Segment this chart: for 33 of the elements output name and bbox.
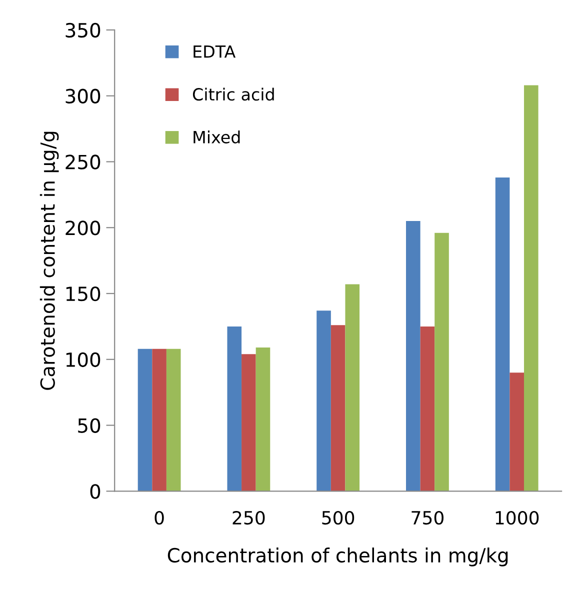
bar: [316, 310, 331, 492]
bar: [406, 221, 420, 492]
bar: [242, 354, 256, 492]
x-tick-label: 750: [412, 510, 444, 525]
y-tick-label: 200: [66, 220, 100, 236]
bar: [524, 85, 538, 492]
y-tick-label: 0: [90, 484, 100, 499]
x-tick-label: 1000: [496, 510, 539, 525]
y-tick-label: 300: [66, 88, 100, 104]
y-tick-label: 250: [66, 154, 100, 170]
bar: [420, 326, 435, 492]
x-axis-title: Concentration of chelants in mg/kg: [168, 548, 508, 566]
bar: [256, 348, 270, 492]
bar: [138, 348, 152, 492]
y-tick-label: 350: [66, 22, 100, 38]
x-tick-label: 250: [232, 510, 265, 525]
bar: [495, 178, 510, 492]
bar: [227, 326, 242, 492]
bar: [152, 348, 166, 492]
bar: [434, 232, 449, 492]
y-tick-label: 50: [78, 418, 100, 433]
y-tick-label: 100: [66, 352, 100, 368]
legend-label: EDTA: [194, 45, 236, 58]
bar: [510, 372, 524, 492]
legend-label: Mixed: [194, 130, 240, 144]
bar: [166, 348, 181, 492]
x-tick-label: 500: [322, 510, 354, 525]
y-axis-title: Carotenoid content in µg/g: [40, 132, 59, 390]
bar: [330, 325, 346, 492]
bar: [345, 284, 360, 492]
x-tick-label: 0: [154, 510, 164, 525]
y-tick-label: 150: [66, 286, 100, 302]
legend-label: Citric acid: [192, 88, 274, 101]
